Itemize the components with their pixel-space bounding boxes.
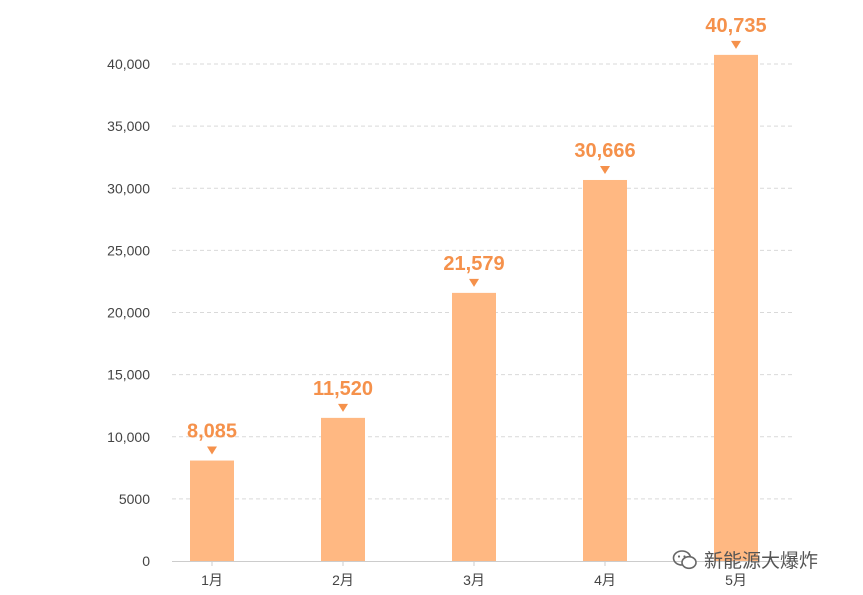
y-tick-label: 25,000 [107, 242, 150, 258]
x-tick-label: 4月 [594, 572, 616, 588]
data-label-marker [207, 446, 217, 455]
y-tick-label: 30,000 [107, 180, 150, 196]
bar [714, 54, 758, 562]
y-tick-label: 35,000 [107, 118, 150, 134]
y-axis: 0 5000 10,000 15,000 20,000 25,000 30,000 35,00… [107, 56, 150, 569]
data-labels: 8,085 11,520 21,579 30,666 40,735 [187, 15, 767, 455]
x-tick-label: 3月 [463, 572, 485, 588]
y-tick-label: 40,000 [107, 56, 150, 72]
wechat-icon [672, 549, 697, 569]
bar [452, 292, 496, 561]
bar [190, 460, 234, 561]
y-tick-label: 5000 [119, 491, 150, 507]
x-tick-label: 1月 [201, 572, 223, 588]
x-tick-label: 2月 [332, 572, 354, 588]
data-label-marker [600, 165, 610, 174]
y-tick-label: 10,000 [107, 429, 150, 445]
y-tick-label: 15,000 [107, 367, 150, 383]
data-label: 11,520 [313, 378, 373, 400]
bar [583, 179, 627, 561]
data-label: 8,085 [187, 421, 237, 443]
data-label: 21,579 [443, 253, 504, 275]
x-axis: 1月 2月 3月 4月 5月 [172, 561, 793, 588]
watermark: 新能源大爆炸 [672, 546, 818, 573]
data-label-marker [338, 403, 348, 412]
data-label-marker [731, 40, 741, 49]
y-tick-label: 20,000 [107, 305, 150, 321]
bars [190, 54, 758, 562]
watermark-text: 新能源大爆炸 [704, 550, 819, 572]
bar [321, 417, 365, 561]
y-tick-label: 0 [142, 553, 150, 569]
x-tick-label: 5月 [725, 572, 747, 588]
data-label-marker [469, 278, 479, 287]
data-label: 40,735 [705, 15, 766, 37]
data-label: 30,666 [574, 140, 635, 162]
